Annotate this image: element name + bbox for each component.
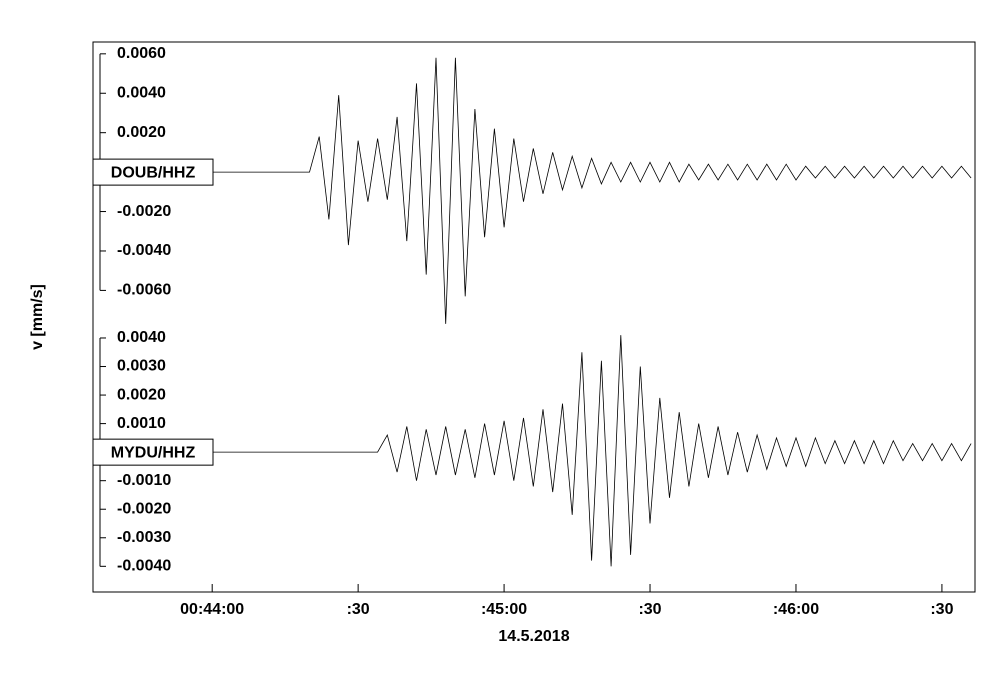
trace-label: DOUB/HHZ [111, 164, 196, 181]
y-tick-label: -0.0030 [117, 529, 171, 546]
y-tick-label: -0.0020 [117, 203, 171, 220]
plot-frame [92, 41, 976, 593]
trace [95, 57, 972, 324]
x-tick-label: :46:00 [773, 601, 819, 618]
x-tick-label: 00:44:00 [180, 601, 244, 618]
x-axis-label: 14.5.2018 [498, 628, 569, 645]
y-tick-label: 0.0040 [117, 329, 166, 346]
y-tick-label: 0.0060 [117, 45, 166, 62]
y-tick-label: 0.0040 [117, 84, 166, 101]
y-tick-label: -0.0010 [117, 472, 171, 489]
y-tick-label: 0.0020 [117, 386, 166, 403]
y-tick-label: 0.0030 [117, 358, 166, 375]
trace-label-box [92, 158, 214, 186]
y-tick-label: 0.0020 [117, 124, 166, 141]
y-tick-label: -0.0020 [117, 500, 171, 517]
x-tick-label: :30 [638, 601, 661, 618]
y-tick-label: 0.0010 [117, 415, 166, 432]
y-axis-label: v [mm/s] [29, 284, 46, 350]
x-tick-label: :45:00 [481, 601, 527, 618]
trace [95, 335, 972, 567]
x-tick-label: :30 [347, 601, 370, 618]
trace-label: MYDU/HHZ [111, 444, 196, 461]
y-tick-label: -0.0060 [117, 282, 171, 299]
x-tick-label: :30 [930, 601, 953, 618]
trace-label-box [92, 438, 214, 466]
y-tick-label: -0.0040 [117, 242, 171, 259]
y-tick-label: -0.0040 [117, 558, 171, 575]
